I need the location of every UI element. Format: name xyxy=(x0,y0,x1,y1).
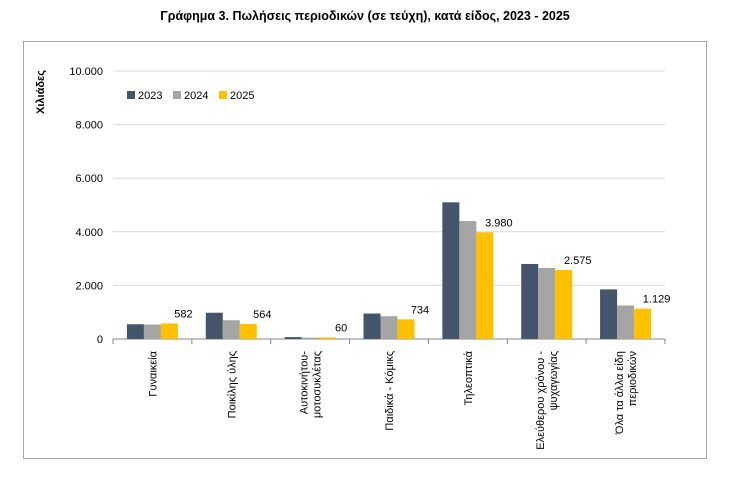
category-label: Όλα τα άλλα είδη xyxy=(614,351,626,435)
bar-2024 xyxy=(538,267,556,339)
bar-2025 xyxy=(555,269,573,339)
bar-2024 xyxy=(301,337,319,339)
bar-2023 xyxy=(363,313,381,339)
bar-2024 xyxy=(459,221,477,339)
bar-2023 xyxy=(600,289,618,339)
bar-2025 xyxy=(476,232,494,339)
category-label: περιοδικών xyxy=(627,351,639,407)
bar-2023 xyxy=(284,337,302,339)
category-label: Ελεύθερου χρόνου - xyxy=(535,351,547,450)
legend-swatch-2023 xyxy=(127,91,135,99)
bar-2023 xyxy=(126,324,144,339)
category-label: μοτοσυκλέτας xyxy=(312,351,324,418)
bar-2025 xyxy=(318,337,336,339)
legend-swatch-2025 xyxy=(219,91,227,99)
page-title: Γράφημα 3. Πωλήσεις περιοδικών (σε τεύχη… xyxy=(160,9,570,23)
bar-2023 xyxy=(521,263,539,339)
bar-2024 xyxy=(143,324,161,339)
y-axis-title: Χιλιάδες xyxy=(35,70,47,114)
bar-2025 xyxy=(634,308,652,339)
y-tick-label: 0 xyxy=(97,334,103,346)
bar-2024 xyxy=(617,305,635,339)
legend-label-2024: 2024 xyxy=(184,90,208,102)
bar-2025 xyxy=(239,323,257,339)
data-label: 1.129 xyxy=(643,294,671,306)
data-label: 734 xyxy=(411,304,429,316)
legend-swatch-2024 xyxy=(173,91,181,99)
bar-2025 xyxy=(160,323,178,339)
chart-frame xyxy=(23,41,707,459)
category-label: Γυναικεία xyxy=(147,350,159,396)
bar-2023 xyxy=(205,312,223,339)
legend-label-2025: 2025 xyxy=(230,90,254,102)
y-tick-label: 4.000 xyxy=(75,227,103,239)
category-label: Αυτοκινήτου- xyxy=(299,351,311,415)
category-label: Ποικίλης ύλης xyxy=(226,351,238,418)
data-label: 582 xyxy=(174,308,192,320)
category-label: Παιδικά - Κόμικς xyxy=(384,351,396,431)
bar-2025 xyxy=(397,319,415,339)
category-label: Τηλεοπτικά xyxy=(463,350,475,405)
bar-2024 xyxy=(380,316,398,339)
category-label: ψυχαγωγίας xyxy=(548,351,560,410)
y-tick-label: 6.000 xyxy=(75,173,103,185)
data-label: 3.980 xyxy=(485,217,513,229)
y-tick-label: 2.000 xyxy=(75,280,103,292)
data-label: 2.575 xyxy=(564,255,592,267)
y-tick-label: 8.000 xyxy=(75,120,103,132)
bar-2023 xyxy=(442,202,460,339)
bar-2024 xyxy=(222,320,240,339)
data-label: 564 xyxy=(253,309,271,321)
y-tick-label: 10.000 xyxy=(69,66,103,78)
legend-label-2023: 2023 xyxy=(138,90,162,102)
data-label: 60 xyxy=(335,322,347,334)
